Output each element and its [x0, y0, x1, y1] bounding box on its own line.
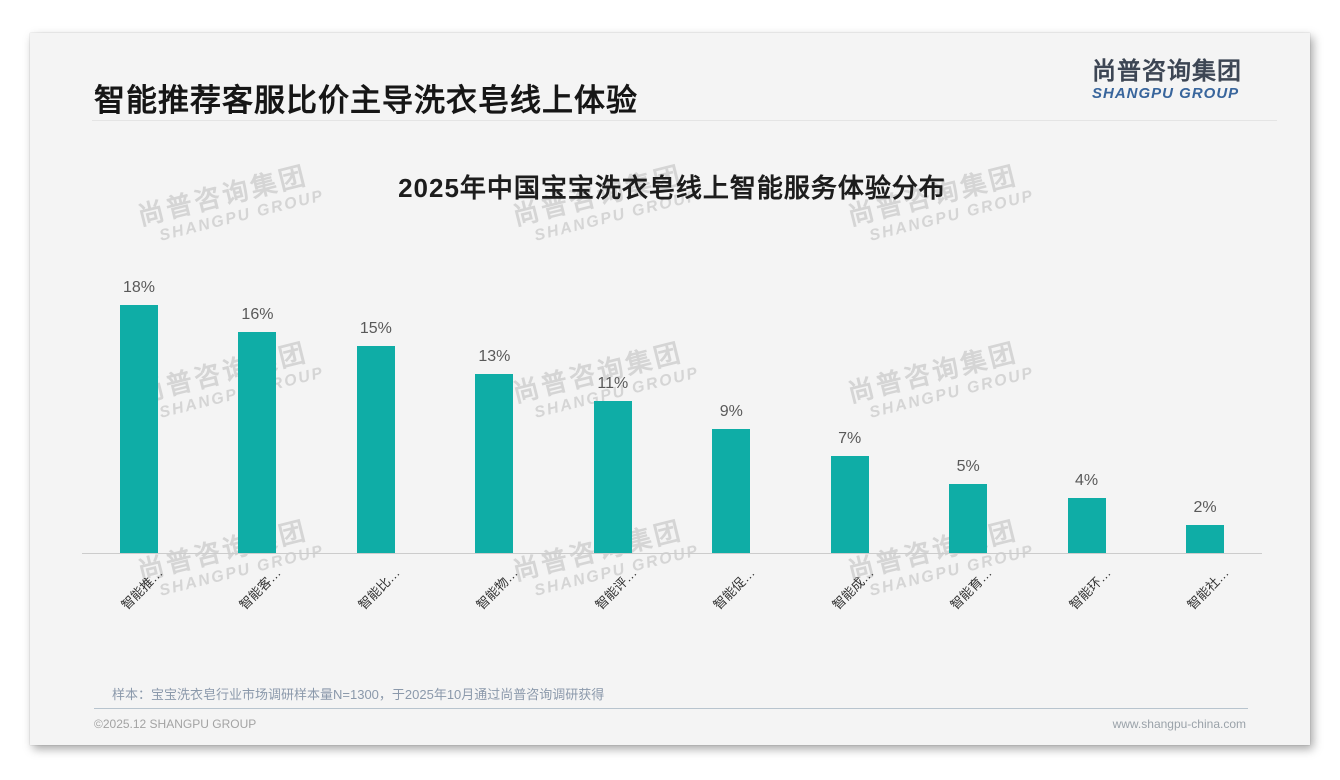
bar — [120, 305, 158, 553]
bar-value-label: 11% — [597, 375, 629, 392]
bar-value-label: 16% — [241, 306, 274, 323]
footer-copyright: ©2025.12 SHANGPU GROUP — [94, 717, 257, 731]
bar-value-label: 9% — [719, 403, 743, 420]
bar-value-label: 5% — [956, 458, 980, 475]
title-underline — [92, 120, 1277, 121]
bar — [1186, 525, 1225, 553]
watermark-en-text: SHANGPU GROUP — [867, 364, 1036, 422]
bar — [356, 346, 395, 553]
bar — [1067, 498, 1106, 553]
bar — [238, 332, 277, 553]
bar — [593, 401, 632, 553]
bar — [830, 456, 869, 553]
watermark-cn-text: 尚普咨询集团 — [134, 336, 311, 409]
bar — [712, 429, 751, 553]
footer-divider — [94, 708, 1248, 709]
slide-title: 智能推荐客服比价主导洗衣皂线上体验 — [94, 83, 638, 118]
footer-website: www.shangpu-china.com — [1112, 717, 1246, 731]
bar-value-label: 15% — [359, 320, 392, 337]
watermark-cn-text: 尚普咨询集团 — [844, 336, 1021, 409]
x-axis-line — [82, 553, 1262, 554]
bar-value-label: 7% — [838, 430, 862, 447]
company-logo: 尚普咨询集团 SHANGPU GROUP — [1092, 58, 1310, 103]
bar-value-label: 13% — [478, 348, 511, 365]
bar — [475, 374, 514, 553]
chart-title: 2025年中国宝宝洗衣皂线上智能服务体验分布 — [398, 173, 946, 203]
bar-value-label: 18% — [122, 279, 156, 296]
watermark-cn-text: 尚普咨询集团 — [509, 336, 686, 409]
bar-value-label: 4% — [1075, 472, 1099, 489]
bar — [949, 484, 988, 553]
logo-en-text: SHANGPU GROUP — [1092, 85, 1240, 103]
slide-card: 智能推荐客服比价主导洗衣皂线上体验 尚普咨询集团 SHANGPU GROUP 尚… — [30, 33, 1310, 745]
bar-value-label: 2% — [1193, 499, 1217, 516]
sample-footnote: 样本：宝宝洗衣皂行业市场调研样本量N=1300，于2025年10月通过尚普咨询调… — [112, 687, 605, 702]
logo-cn-text: 尚普咨询集团 — [1092, 58, 1242, 85]
